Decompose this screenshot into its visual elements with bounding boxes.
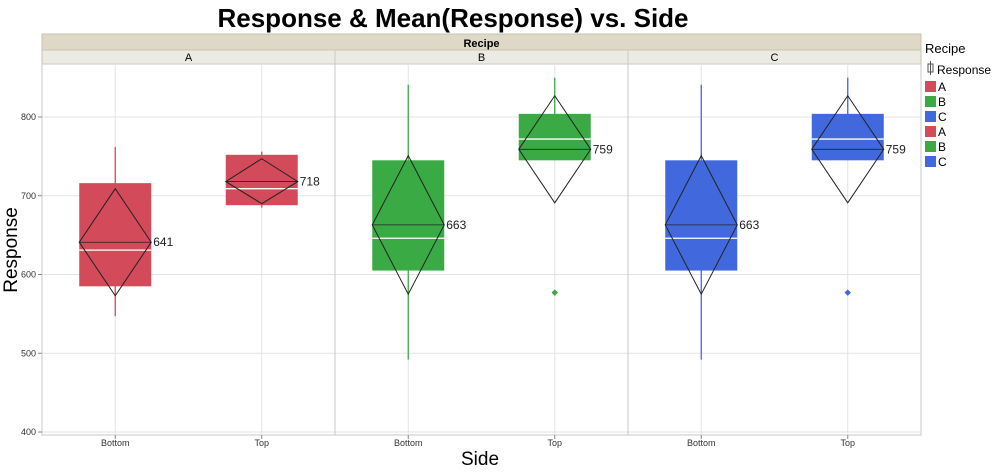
mean-value-label: 663 bbox=[739, 218, 759, 232]
chart-title: Response & Mean(Response) vs. Side bbox=[217, 3, 688, 33]
legend-swatch bbox=[925, 141, 936, 152]
box-rect bbox=[372, 160, 445, 271]
y-tick-label: 700 bbox=[21, 191, 36, 201]
legend-entry-label: C bbox=[938, 110, 947, 124]
y-axis-label: Response bbox=[1, 207, 22, 293]
y-tick-label: 800 bbox=[21, 112, 36, 122]
panel-label: A bbox=[185, 52, 193, 64]
x-tick-label: Top bbox=[547, 438, 562, 448]
box-rect bbox=[79, 183, 152, 287]
outlier-point bbox=[551, 289, 558, 296]
legend-entry-label: B bbox=[938, 95, 946, 109]
legend-response-label: Response bbox=[937, 63, 991, 77]
x-tick-label: Bottom bbox=[394, 438, 423, 448]
legend-entry-label: C bbox=[938, 155, 947, 169]
x-tick-label: Top bbox=[840, 438, 855, 448]
legend-swatch bbox=[925, 96, 936, 107]
box-rect bbox=[518, 113, 591, 161]
mean-diamond bbox=[811, 94, 885, 204]
legend-entry-label: A bbox=[938, 80, 946, 94]
y-tick-label: 600 bbox=[21, 270, 36, 280]
x-tick-label: Bottom bbox=[687, 438, 716, 448]
legend-entry-label: B bbox=[938, 140, 946, 154]
panel-label: B bbox=[478, 52, 485, 64]
box-rect bbox=[811, 113, 884, 161]
panel-c: C Bottom 663 Top 759 bbox=[627, 50, 906, 448]
plot-area bbox=[41, 63, 922, 436]
group-header-label: Recipe bbox=[463, 38, 499, 50]
legend-swatch bbox=[925, 126, 936, 137]
mean-value-label: 759 bbox=[886, 142, 906, 156]
mean-diamond bbox=[518, 94, 592, 204]
legend-swatch bbox=[925, 81, 936, 92]
mean-diamond bbox=[371, 154, 445, 296]
mean-diamond bbox=[224, 158, 299, 205]
x-tick-label: Bottom bbox=[101, 438, 130, 448]
y-tick-label: 500 bbox=[21, 348, 36, 358]
y-tick-label: 400 bbox=[21, 427, 36, 437]
panel-b: B Bottom 663 Top 759 bbox=[334, 50, 613, 448]
panel-a: A Bottom 641 Top 718 bbox=[78, 52, 320, 448]
legend-entry-label: A bbox=[938, 125, 946, 139]
mean-diamond bbox=[664, 154, 738, 296]
x-tick-label: Top bbox=[254, 438, 269, 448]
legend-title: Recipe bbox=[925, 41, 965, 56]
legend-swatch bbox=[925, 156, 936, 167]
x-axis-label: Side bbox=[461, 449, 499, 470]
box-rect bbox=[665, 160, 738, 271]
mean-value-label: 641 bbox=[153, 235, 173, 249]
mean-value-label: 718 bbox=[300, 175, 320, 189]
box-rect bbox=[225, 154, 298, 206]
mean-value-label: 663 bbox=[446, 218, 466, 232]
mean-diamond bbox=[78, 187, 152, 297]
outlier-point bbox=[844, 289, 851, 296]
panel-label: C bbox=[771, 52, 779, 64]
legend-swatch bbox=[925, 111, 936, 122]
mean-value-label: 759 bbox=[593, 142, 613, 156]
